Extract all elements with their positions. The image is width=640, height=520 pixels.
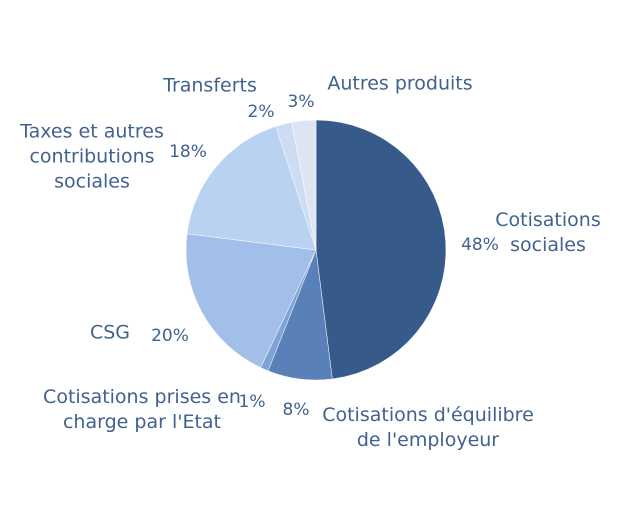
slice-label: Cotisations prises en charge par l'Etat xyxy=(43,386,241,433)
percent-label: 8% xyxy=(282,400,310,420)
slice-label: Cotisations d'équilibre de l'employeur xyxy=(322,404,534,451)
slice-label: Autres produits xyxy=(327,72,473,95)
percent-label: 48% xyxy=(461,235,499,255)
percent-label: 1% xyxy=(238,392,266,412)
pie-slice xyxy=(315,119,447,380)
slice-label: CSG xyxy=(89,321,131,344)
slice-label: Transferts xyxy=(163,74,257,97)
pie-slice xyxy=(185,233,317,368)
pie-slice xyxy=(186,126,317,251)
percent-label: 18% xyxy=(169,142,207,162)
slice-label: Cotisations sociales xyxy=(495,209,601,256)
percent-label: 2% xyxy=(247,102,275,122)
percent-label: 3% xyxy=(287,92,315,112)
percent-label: 20% xyxy=(151,326,189,346)
pie-slice xyxy=(291,119,317,251)
slice-label: Taxes et autres contributions sociales xyxy=(20,120,164,193)
